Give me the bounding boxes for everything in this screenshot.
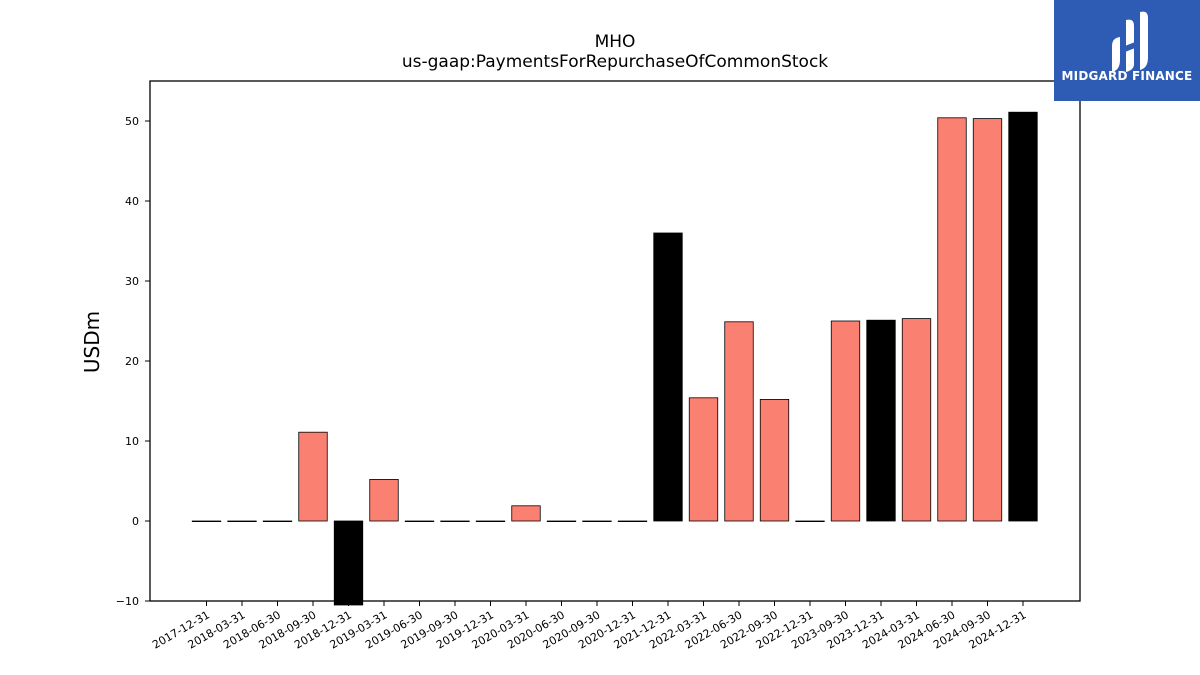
bar-2023-12-31	[866, 319, 896, 522]
logo-text: MIDGARD FINANCE	[1061, 69, 1193, 83]
bar-series	[191, 111, 1038, 606]
bar-2019-12-31	[475, 520, 506, 523]
y-axis-label: USDm	[80, 311, 104, 373]
plot-frame	[149, 80, 1081, 602]
company-logo: MIDGARD FINANCE	[1054, 0, 1200, 101]
y-tick-label: 30	[125, 275, 139, 288]
y-axis: −10 0 10 20 30 40 50	[116, 115, 150, 608]
bar-2022-06-30	[724, 321, 754, 522]
chart-title: MHO	[594, 32, 636, 52]
bar-2019-09-30	[440, 520, 470, 523]
y-tick-label: 20	[125, 355, 139, 368]
bar-2020-12-31	[617, 520, 648, 523]
bar-2018-09-30	[298, 431, 328, 522]
bar-2024-09-30	[972, 118, 1003, 522]
bar-2020-03-31	[511, 505, 541, 522]
bar-2018-12-31	[333, 520, 364, 606]
x-axis: 2017-12-312018-03-312018-06-302018-09-30…	[150, 601, 1029, 652]
bar-2024-06-30	[937, 117, 967, 522]
bar-2022-03-31	[688, 397, 719, 522]
y-tick-label: 40	[125, 195, 139, 208]
y-tick-label: 50	[125, 115, 139, 128]
y-tick-label: 0	[132, 515, 139, 528]
bar-2023-09-30	[830, 320, 861, 522]
y-tick-label: −10	[116, 595, 139, 608]
bar-2019-03-31	[369, 478, 399, 522]
logo-mark-icon	[1112, 11, 1148, 73]
chart-subtitle: us-gaap:PaymentsForRepurchaseOfCommonSto…	[401, 52, 829, 72]
y-tick-label: 10	[125, 435, 139, 448]
bar-2022-12-31	[795, 520, 825, 523]
bar-2019-06-30	[404, 520, 435, 523]
bar-2024-12-31	[1008, 111, 1038, 522]
bar-2018-06-30	[262, 520, 293, 523]
bar-2017-12-31	[191, 520, 222, 523]
bar-2020-06-30	[546, 520, 577, 523]
bar-2022-09-30	[759, 398, 790, 522]
bar-2018-03-31	[227, 520, 257, 523]
bar-2021-12-31	[653, 232, 683, 522]
bar-2020-09-30	[582, 520, 612, 523]
bar-2024-03-31	[901, 318, 932, 522]
